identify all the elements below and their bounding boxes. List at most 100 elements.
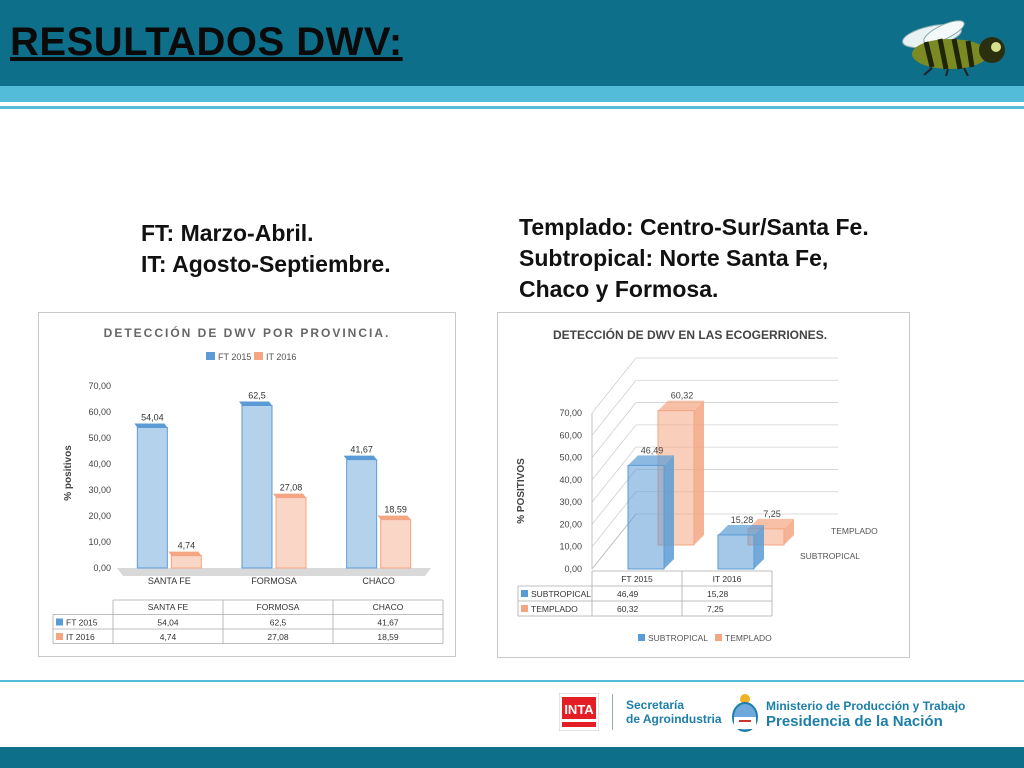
inta-logo-text: INTA bbox=[564, 702, 594, 717]
data-label: 60,32 bbox=[671, 391, 694, 401]
depth-series-label: TEMPLADO bbox=[831, 526, 878, 536]
table-cell: 62,5 bbox=[270, 618, 287, 628]
table-series-label: SUBTROPICAL bbox=[531, 589, 591, 599]
data-label: 41,67 bbox=[350, 445, 373, 455]
header-band bbox=[0, 86, 1024, 102]
footer-separator bbox=[612, 694, 613, 730]
data-label: 18,59 bbox=[384, 505, 407, 515]
table-cell: 60,32 bbox=[617, 604, 639, 614]
y-tick-label: 40,00 bbox=[88, 459, 111, 469]
bar-it2016 bbox=[170, 555, 202, 569]
x-category-label: SANTA FE bbox=[148, 576, 191, 586]
table-legend-swatch bbox=[56, 633, 63, 640]
table-legend-swatch bbox=[56, 618, 63, 626]
data-label: 4,74 bbox=[178, 541, 196, 551]
data-label: 46,49 bbox=[641, 445, 664, 455]
bar-top bbox=[239, 401, 272, 406]
bar-subtropical bbox=[717, 534, 755, 570]
bar-subtropical-side bbox=[664, 455, 674, 569]
table-cell: 46,49 bbox=[617, 589, 639, 599]
y-tick-label: 50,00 bbox=[559, 453, 582, 463]
y-axis-label: % positivos bbox=[63, 445, 74, 501]
y-tick-label: 60,00 bbox=[88, 407, 111, 417]
bar-ft2015 bbox=[346, 459, 378, 569]
legend-label-ft2015: FT 2015 bbox=[218, 352, 251, 362]
table-cell: 4,74 bbox=[160, 632, 177, 642]
province-chart-panel: DETECCIÓN DE DWV POR PROVINCIA. FT 2015 IT… bbox=[38, 312, 456, 657]
table-legend-swatch bbox=[521, 590, 528, 597]
y-tick-label: 10,00 bbox=[559, 542, 582, 552]
bar-top bbox=[168, 551, 202, 556]
bar-top bbox=[273, 493, 306, 498]
bar-ft2015 bbox=[136, 426, 168, 569]
table-cell: 27,08 bbox=[267, 632, 289, 642]
y-tick-label: 0,00 bbox=[93, 563, 111, 573]
note-line: Subtropical: Norte Santa Fe, bbox=[519, 245, 829, 271]
ministerio-label: Ministerio de Producción y Trabajo bbox=[766, 699, 966, 713]
gridline bbox=[591, 446, 838, 503]
depth-series-label: SUBTROPICAL bbox=[800, 551, 860, 561]
bar-it2016 bbox=[380, 519, 412, 569]
y-tick-label: 20,00 bbox=[88, 511, 111, 521]
y-tick-label: 0,00 bbox=[564, 564, 582, 574]
table-series-label: FT 2015 bbox=[66, 618, 98, 628]
gridline bbox=[591, 357, 838, 414]
secretaria-line: Secretaría bbox=[626, 698, 685, 712]
legend-swatch-ft2015 bbox=[206, 352, 215, 360]
table-cell: 18,59 bbox=[377, 632, 399, 642]
gridline bbox=[591, 424, 838, 481]
table-header: IT 2016 bbox=[713, 574, 742, 584]
bar-top bbox=[343, 455, 377, 460]
legend-swatch-subtropical bbox=[638, 634, 645, 641]
data-label: 27,08 bbox=[280, 483, 303, 493]
data-label: 54,04 bbox=[141, 412, 164, 422]
data-label: 7,25 bbox=[763, 509, 781, 519]
ecoregion-chart: DETECCIÓN DE DWV EN LAS ECOGERRIONES. 0,0… bbox=[516, 327, 878, 643]
gridline bbox=[591, 379, 838, 436]
inta-logo: INTA bbox=[559, 693, 599, 731]
presidencia-label: Presidencia de la Nación bbox=[766, 713, 943, 730]
y-tick-label: 60,00 bbox=[559, 430, 582, 440]
table-header: CHACO bbox=[373, 602, 404, 612]
footer-bar bbox=[0, 747, 1024, 768]
table-header: SANTA FE bbox=[148, 602, 189, 612]
bar-ft2015 bbox=[241, 405, 273, 569]
ecoregion-chart-panel: DETECCIÓN DE DWV EN LAS ECOGERRIONES. 0,0… bbox=[497, 312, 910, 658]
legend-swatch-it2016 bbox=[254, 352, 263, 360]
y-tick-label: 10,00 bbox=[88, 537, 111, 547]
table-cell: 41,67 bbox=[377, 618, 399, 628]
table-header: FT 2015 bbox=[621, 574, 653, 584]
bar-subtropical-side bbox=[754, 524, 764, 569]
legend-label-subtropical: SUBTROPICAL bbox=[648, 633, 708, 643]
bar-top bbox=[377, 515, 411, 520]
note-line: Templado: Centro-Sur/Santa Fe. bbox=[519, 214, 869, 240]
chart-title: DETECCIÓN DE DWV EN LAS ECOGERRIONES. bbox=[553, 327, 827, 342]
y-axis-label: % POSITIVOS bbox=[516, 458, 527, 524]
bar-it2016 bbox=[275, 497, 307, 569]
bee-icon bbox=[902, 20, 1005, 76]
bar-top bbox=[134, 423, 168, 428]
secretaria-line: de Agroindustria bbox=[626, 712, 722, 726]
bar-subtropical-top bbox=[628, 455, 674, 466]
province-chart: DETECCIÓN DE DWV POR PROVINCIA. FT 2015 IT… bbox=[52, 325, 444, 644]
secretaria-label: Secretaría de Agroindustria bbox=[626, 698, 722, 726]
y-tick-label: 30,00 bbox=[559, 497, 582, 507]
gridline bbox=[591, 402, 838, 458]
table-cell: 15,28 bbox=[707, 589, 729, 599]
legend-label-templado: TEMPLADO bbox=[725, 633, 772, 643]
y-tick-label: 50,00 bbox=[88, 433, 111, 443]
bar-templado-side bbox=[694, 400, 704, 545]
bar-subtropical bbox=[627, 464, 665, 570]
y-tick-label: 30,00 bbox=[88, 485, 111, 495]
bar-subtropical-top bbox=[718, 524, 764, 535]
slide-title: RESULTADOS DWV: bbox=[10, 20, 403, 64]
table-legend-swatch bbox=[521, 605, 528, 612]
table-series-label: IT 2016 bbox=[66, 632, 95, 642]
header-bar bbox=[0, 0, 1024, 86]
data-label: 15,28 bbox=[731, 515, 754, 525]
y-tick-label: 70,00 bbox=[88, 381, 111, 391]
data-label: 62,5 bbox=[248, 391, 266, 401]
bar-templado-top bbox=[658, 400, 704, 411]
legend-swatch-templado bbox=[715, 634, 722, 641]
season-note: FT: Marzo-Abril. IT: Agosto-Septiembre. bbox=[141, 218, 391, 280]
